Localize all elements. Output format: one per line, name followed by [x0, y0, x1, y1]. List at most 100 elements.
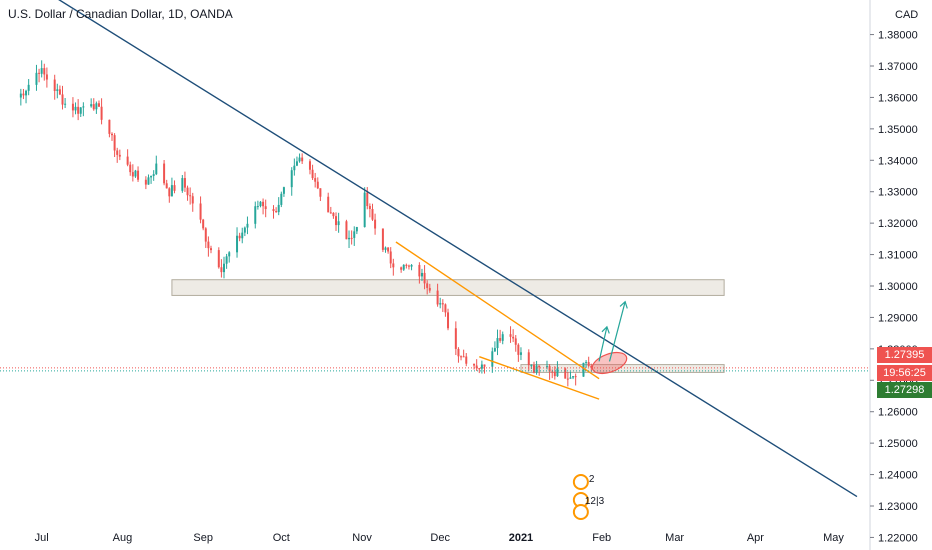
candle-down	[262, 201, 265, 207]
projection-arrow-head	[619, 300, 628, 309]
candle-up	[569, 377, 572, 379]
candle-down	[191, 196, 194, 204]
candle-down	[514, 338, 517, 345]
y-tick-label: 1.32000	[878, 218, 918, 230]
x-tick-label: Feb	[592, 532, 611, 544]
candle-down	[45, 74, 48, 80]
candle-up	[228, 252, 231, 257]
candle-down	[335, 216, 338, 226]
candle-down	[316, 181, 319, 189]
candle-up	[293, 165, 296, 171]
candle-down	[473, 363, 476, 366]
candle-down	[314, 178, 317, 182]
candle-down	[129, 164, 132, 173]
candle-down	[590, 365, 593, 368]
candle-up	[40, 68, 43, 74]
wedge-lower-line	[479, 356, 600, 400]
candle-down	[407, 265, 410, 267]
candle-up	[25, 90, 28, 96]
chart-title: U.S. Dollar / Canadian Dollar, 1D, OANDA	[8, 7, 233, 21]
target-ellipse	[591, 351, 628, 375]
y-tick-label: 1.29000	[878, 312, 918, 324]
candle-up	[582, 362, 585, 377]
candle-up	[243, 227, 246, 233]
candle-down	[327, 196, 330, 213]
candle-down	[189, 195, 192, 197]
resistance-zone	[171, 279, 725, 296]
candle-down	[53, 79, 56, 91]
y-tick-label: 1.22000	[878, 532, 918, 544]
x-tick-label: Dec	[430, 532, 450, 544]
candle-down	[108, 119, 111, 134]
candle-up	[56, 89, 59, 91]
x-tick-label: Jul	[35, 532, 49, 544]
ca-flag-icon	[572, 474, 589, 490]
candle-down	[199, 203, 202, 220]
candle-up	[95, 103, 98, 110]
candle-down	[319, 188, 322, 197]
candle-down	[418, 264, 421, 277]
candle-down	[163, 163, 166, 184]
candle-down	[144, 179, 147, 185]
candle-down	[111, 133, 114, 136]
candle-down	[426, 283, 429, 288]
candle-up	[35, 72, 38, 85]
candle-down	[209, 248, 212, 251]
candle-down	[92, 104, 95, 110]
candle-down	[71, 103, 74, 111]
candle-up	[530, 365, 533, 367]
candle-down	[462, 356, 465, 358]
y-tick-label: 1.23000	[878, 501, 918, 513]
candle-down	[441, 303, 444, 305]
candle-up	[363, 192, 366, 228]
candle-down	[217, 250, 220, 268]
candle-up	[225, 256, 228, 264]
candle-up	[254, 206, 257, 224]
candle-up	[241, 232, 244, 239]
y-tick-label: 1.38000	[878, 30, 918, 42]
candle-down	[275, 211, 278, 213]
current-price-label: 1.27395	[877, 347, 932, 363]
y-tick-label: 1.36000	[878, 92, 918, 104]
candle-up	[19, 93, 22, 98]
candle-up	[150, 175, 153, 178]
candle-down	[444, 304, 447, 313]
candle-down	[436, 290, 439, 305]
candle-down	[204, 228, 207, 242]
candle-up	[246, 223, 249, 228]
candle-down	[207, 241, 210, 249]
support-zone	[520, 364, 725, 373]
candle-down	[126, 156, 129, 165]
candle-down	[22, 93, 25, 96]
candle-down	[564, 368, 567, 379]
candle-up	[290, 170, 293, 188]
candle-up	[337, 221, 340, 226]
candle-down	[301, 157, 304, 162]
candle-down	[374, 219, 377, 229]
wedge-upper-line	[395, 241, 600, 380]
price-line-label: 1.27298	[877, 382, 932, 398]
candle-up	[384, 247, 387, 250]
candle-up	[155, 163, 158, 175]
candle-down	[553, 371, 556, 377]
y-tick-label: 1.26000	[878, 407, 918, 419]
candle-up	[74, 106, 77, 111]
us-flag-icon	[572, 504, 589, 520]
x-tick-label: Oct	[273, 532, 290, 544]
candle-down	[220, 267, 223, 273]
candle-down	[566, 378, 569, 380]
candle-down	[460, 356, 463, 358]
candle-up	[295, 161, 298, 166]
candle-up	[298, 157, 301, 162]
candle-up	[236, 235, 239, 253]
candle-down	[392, 263, 395, 268]
x-tick-label: Apr	[747, 532, 764, 544]
y-tick-label: 1.37000	[878, 61, 918, 73]
candle-down	[350, 237, 353, 239]
y-tick-label: 1.33000	[878, 187, 918, 199]
candle-down	[548, 366, 551, 372]
candle-up	[256, 206, 259, 208]
candle-up	[280, 193, 283, 205]
